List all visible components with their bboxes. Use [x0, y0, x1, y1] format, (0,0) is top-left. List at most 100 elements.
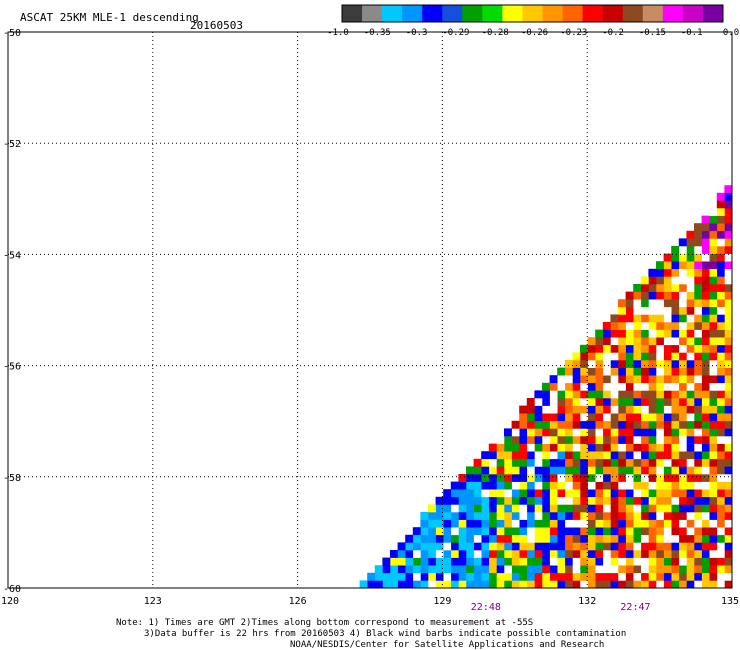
plot-frame	[7, 31, 733, 589]
heatmap-cell	[694, 443, 702, 452]
heatmap-cell	[534, 458, 543, 467]
heatmap-cell	[633, 367, 642, 376]
heatmap-cell	[648, 489, 657, 498]
time-label: 22:47	[620, 602, 650, 613]
heatmap-cell	[724, 246, 733, 254]
heatmap-cell	[625, 375, 634, 384]
heatmap-cell	[671, 367, 680, 376]
heatmap-cell	[656, 451, 664, 460]
heatmap-cell	[618, 550, 626, 558]
heatmap-cell	[572, 375, 581, 384]
heatmap-cell	[671, 390, 680, 399]
heatmap-cell	[443, 512, 452, 520]
heatmap-cell	[656, 284, 664, 292]
heatmap-cell	[443, 580, 452, 589]
heatmap-cell	[633, 428, 642, 437]
heatmap-cell	[701, 550, 710, 558]
heatmap-cell	[671, 496, 680, 505]
time-labels: 22:48 22:47	[471, 602, 651, 613]
heatmap-cell	[580, 352, 588, 361]
heatmap-cell	[420, 580, 429, 589]
heatmap-cell	[701, 420, 710, 429]
heatmap-cell	[587, 360, 596, 368]
heatmap-cell	[572, 466, 581, 475]
heatmap-cell	[557, 481, 566, 490]
heatmap-cell	[640, 337, 649, 346]
heatmap-cell	[724, 481, 733, 490]
heatmap-cell	[580, 390, 588, 399]
heatmap-cell	[618, 352, 626, 361]
heatmap-cell	[633, 550, 642, 558]
heatmap-cell	[602, 580, 611, 589]
heatmap-cell	[663, 299, 672, 308]
heatmap-cell	[610, 519, 619, 528]
heatmap-cell	[671, 375, 680, 384]
heatmap-cell	[557, 504, 566, 513]
heatmap-cell	[526, 550, 535, 558]
heatmap-cell	[519, 542, 528, 551]
heatmap-cell	[473, 527, 482, 536]
heatmap-cell	[595, 458, 604, 467]
heatmap-cell	[671, 557, 680, 566]
heatmap-cell	[671, 565, 680, 574]
heatmap-cell	[595, 550, 604, 558]
heatmap-cell	[542, 565, 550, 574]
heatmap-cell	[602, 534, 611, 543]
heatmap-cell	[724, 512, 733, 520]
heatmap-cell	[701, 565, 710, 574]
heatmap-cell	[640, 443, 649, 452]
colorbar: -1.0 -0.35 -0.3 -0.29 -0.28 -0.26 -0.23 -0.2 -0.…	[327, 4, 739, 38]
heatmap-cell	[473, 512, 482, 520]
heatmap-cell	[610, 466, 619, 475]
heatmap-cell	[633, 360, 642, 368]
heatmap-cell	[640, 352, 649, 361]
heatmap-cell	[648, 413, 657, 422]
heatmap-cell	[450, 550, 459, 558]
colorbar-swatch	[482, 5, 503, 22]
heatmap-cell	[686, 436, 695, 444]
heatmap-cell	[542, 413, 550, 422]
heatmap-cell	[481, 504, 490, 513]
heatmap-cell	[633, 284, 642, 292]
heatmap-cell	[724, 192, 733, 201]
heatmap-cell	[496, 542, 505, 551]
heatmap-cell	[534, 451, 543, 460]
heatmap-cell	[534, 580, 543, 589]
heatmap-cell	[671, 314, 680, 323]
heatmap-cell	[671, 580, 680, 589]
heatmap-cell	[686, 382, 695, 391]
heatmap-cell	[648, 314, 657, 323]
heatmap-cell	[686, 261, 695, 270]
colorbar-swatch	[402, 5, 423, 22]
heatmap-cell	[625, 314, 634, 323]
heatmap-cell	[701, 223, 710, 232]
heatmap-cell	[595, 489, 604, 498]
heatmap-cell	[557, 413, 566, 422]
heatmap-cell	[557, 390, 566, 399]
heatmap-cell	[694, 466, 702, 475]
heatmap-cell	[724, 413, 733, 422]
heatmap-cell	[633, 436, 642, 444]
heatmap-cell	[663, 565, 672, 574]
heatmap-cell	[481, 550, 490, 558]
heatmap-cell	[473, 534, 482, 543]
heatmap-cell	[724, 322, 733, 330]
heatmap-cell	[678, 337, 687, 346]
heatmap-cell	[709, 451, 718, 460]
heatmap-cell	[580, 580, 588, 589]
heatmap-cell	[694, 534, 702, 543]
heatmap-cell	[534, 489, 543, 498]
heatmap-cell	[602, 382, 611, 391]
heatmap-cell	[443, 519, 452, 528]
heatmap-cell	[549, 382, 558, 391]
heatmap-cell	[595, 420, 604, 429]
heatmap-cell	[663, 443, 672, 452]
heatmap-cell	[678, 398, 687, 406]
heatmap-cell	[564, 550, 573, 558]
heatmap-cell	[678, 276, 687, 285]
heatmap-cell	[694, 398, 702, 406]
heatmap-cell	[663, 360, 672, 368]
x-tick-label: 132	[578, 596, 596, 607]
heatmap-cell	[504, 557, 512, 566]
heatmap-cell	[557, 428, 566, 437]
